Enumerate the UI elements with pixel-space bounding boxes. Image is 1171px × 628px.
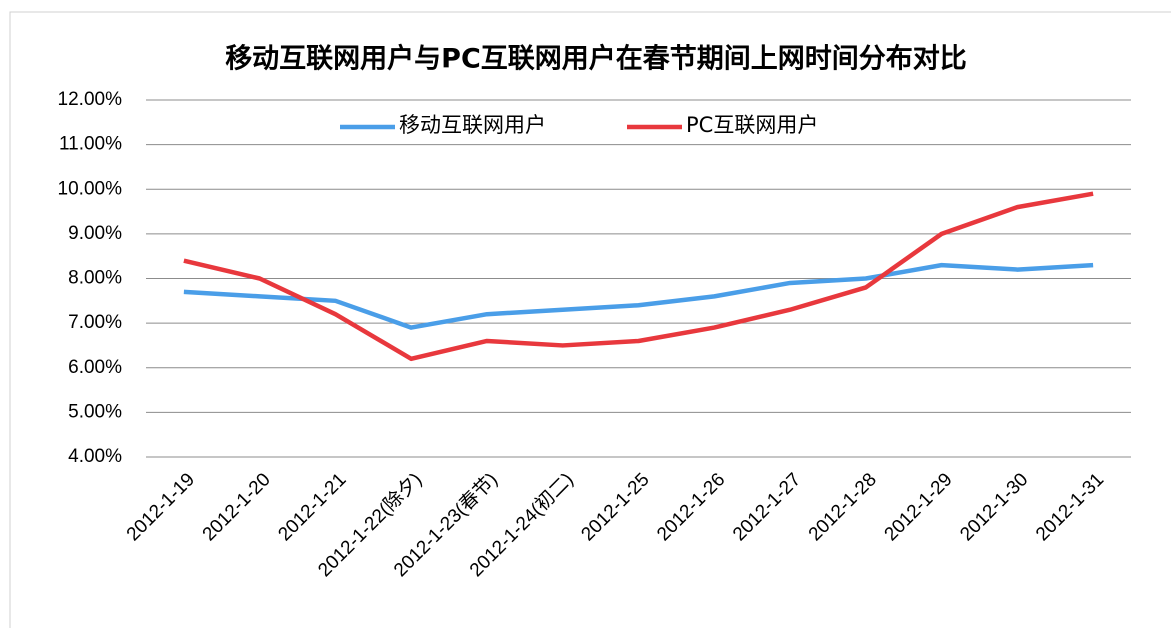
chart-title: 移动互联网用户与PC互联网用户在春节期间上网时间分布对比: [225, 43, 967, 75]
line-series: [183, 191, 1094, 362]
legend-label: PC互联网用户: [686, 113, 818, 137]
x-tick-label: 2012-1-28: [805, 469, 881, 545]
x-tick-label: 2012-1-29: [881, 469, 957, 545]
y-tick-label: 12.00%: [58, 89, 123, 110]
x-tick-label: 2012-1-21: [274, 469, 350, 545]
y-tick-label: 9.00%: [68, 223, 122, 244]
y-tick-label: 5.00%: [68, 401, 122, 422]
y-tick-label: 6.00%: [68, 357, 122, 378]
chart-border: [9, 11, 1171, 628]
legend-label: 移动互联网用户: [399, 113, 546, 137]
line-series: [183, 262, 1094, 330]
x-tick-label: 2012-1-20: [199, 469, 275, 545]
y-tick-label: 7.00%: [68, 312, 122, 333]
x-tick-label: 2012-1-30: [956, 469, 1032, 545]
x-tick-label: 2012-1-27: [729, 469, 805, 545]
x-tick-label: 2012-1-25: [577, 469, 653, 545]
y-tick-label: 10.00%: [58, 178, 123, 199]
x-tick-label: 2012-1-31: [1032, 469, 1108, 545]
y-tick-label: 8.00%: [68, 268, 122, 289]
y-tick-label: 4.00%: [68, 446, 122, 467]
y-tick-label: 11.00%: [59, 134, 122, 155]
x-tick-label: 2012-1-26: [653, 469, 729, 545]
x-tick-label: 2012-1-19: [123, 469, 199, 545]
